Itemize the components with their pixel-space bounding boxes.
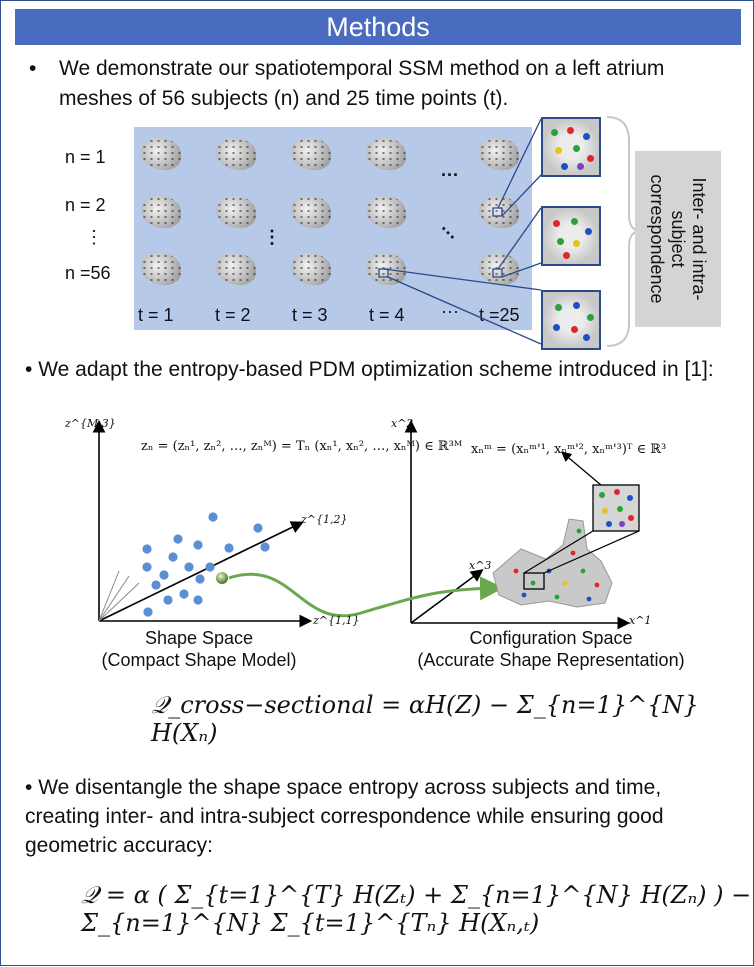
- mesh-shape: [291, 138, 331, 170]
- axis-label-x1: x^1: [629, 614, 652, 627]
- mesh-shape: [141, 196, 181, 228]
- axis-label-zM3: z^{M,3}: [65, 417, 116, 430]
- zoom-inset-1: [541, 117, 601, 177]
- col-label-t25: t =25: [479, 305, 520, 325]
- bullet-2-line: We adapt the entropy-based PDM optimizat…: [38, 358, 714, 381]
- axis-label-x2: x^2: [391, 417, 414, 430]
- mesh-shape: [141, 138, 181, 170]
- formula-zn: zₙ = (zₙ¹, zₙ², …, zₙᴹ) = Tₙ (xₙ¹, xₙ², …: [141, 439, 463, 454]
- bullet-marker: •: [29, 57, 37, 80]
- mesh-shape: [216, 138, 256, 170]
- row-label-n1: n = 1: [65, 147, 106, 167]
- row-label-n2: n = 2: [65, 195, 106, 215]
- mesh-shape: [291, 253, 331, 285]
- ellipsis-h: ···: [441, 165, 459, 185]
- mesh-shape: [366, 253, 406, 285]
- caption-config-space: Configuration Space (Accurate Shape Repr…: [379, 627, 723, 671]
- bullet-marker: •: [25, 776, 39, 799]
- caption-shape-space: Shape Space (Compact Shape Model): [77, 627, 321, 671]
- bullet-3-text: • We disentangle the shape space entropy…: [25, 773, 737, 860]
- col-label-t4: t = 4: [369, 305, 405, 325]
- mesh-shape: [216, 253, 256, 285]
- correspondence-label-box: Inter- and intra-subject correspondence: [635, 151, 721, 327]
- caption-config-space-sub: (Accurate Shape Representation): [417, 650, 685, 670]
- equation-cross-sectional: 𝒬_cross−sectional = αH(Z) − Σ_{n=1}^{N} …: [151, 691, 699, 747]
- mesh-shape: [366, 196, 406, 228]
- row-label-n56: n =56: [65, 263, 111, 283]
- row-vdots: ⋮: [85, 227, 103, 247]
- caption-shape-space-title: Shape Space: [144, 628, 254, 648]
- mesh-grid-figure: [134, 127, 532, 330]
- mesh-shape: [479, 196, 519, 228]
- equation-spatiotemporal: 𝒬 = α ( Σ_{t=1}^{T} H(Zₜ) + Σ_{n=1}^{N} …: [81, 881, 752, 937]
- axis-label-z11: z^{1,1}: [313, 614, 360, 627]
- mesh-shape: [366, 138, 406, 170]
- axis-label-z12: z^{1,2}: [301, 513, 348, 526]
- col-label-t2: t = 2: [215, 305, 251, 325]
- mesh-shape: [141, 253, 181, 285]
- bullet-3-line: We disentangle the shape space entropy a…: [25, 776, 664, 857]
- mesh-shape: [216, 196, 256, 228]
- mesh-shape: [479, 253, 519, 285]
- bullet-marker: •: [25, 358, 39, 381]
- mesh-shape: [291, 196, 331, 228]
- ellipsis-v: ⋮: [263, 227, 281, 247]
- col-label-t3: t = 3: [292, 305, 328, 325]
- mesh-shape: [479, 138, 519, 170]
- caption-shape-space-sub: (Compact Shape Model): [101, 650, 297, 670]
- bullet-1-text: We demonstrate our spatiotemporal SSM me…: [59, 57, 665, 110]
- bullet-2-text: • We adapt the entropy-based PDM optimiz…: [25, 355, 725, 385]
- formula-xn: xₙᵐ = (xₙᵐ'¹, xₙᵐ'², xₙᵐ'³)ᵀ ∈ ℝ³: [471, 442, 667, 457]
- col-label-t1: t = 1: [138, 305, 174, 325]
- caption-config-space-title: Configuration Space: [469, 628, 633, 648]
- section-title: Methods: [15, 9, 741, 45]
- zoom-inset-2: [541, 206, 601, 266]
- zoom-inset-3: [541, 290, 601, 350]
- axis-label-x3: x^3: [469, 559, 492, 572]
